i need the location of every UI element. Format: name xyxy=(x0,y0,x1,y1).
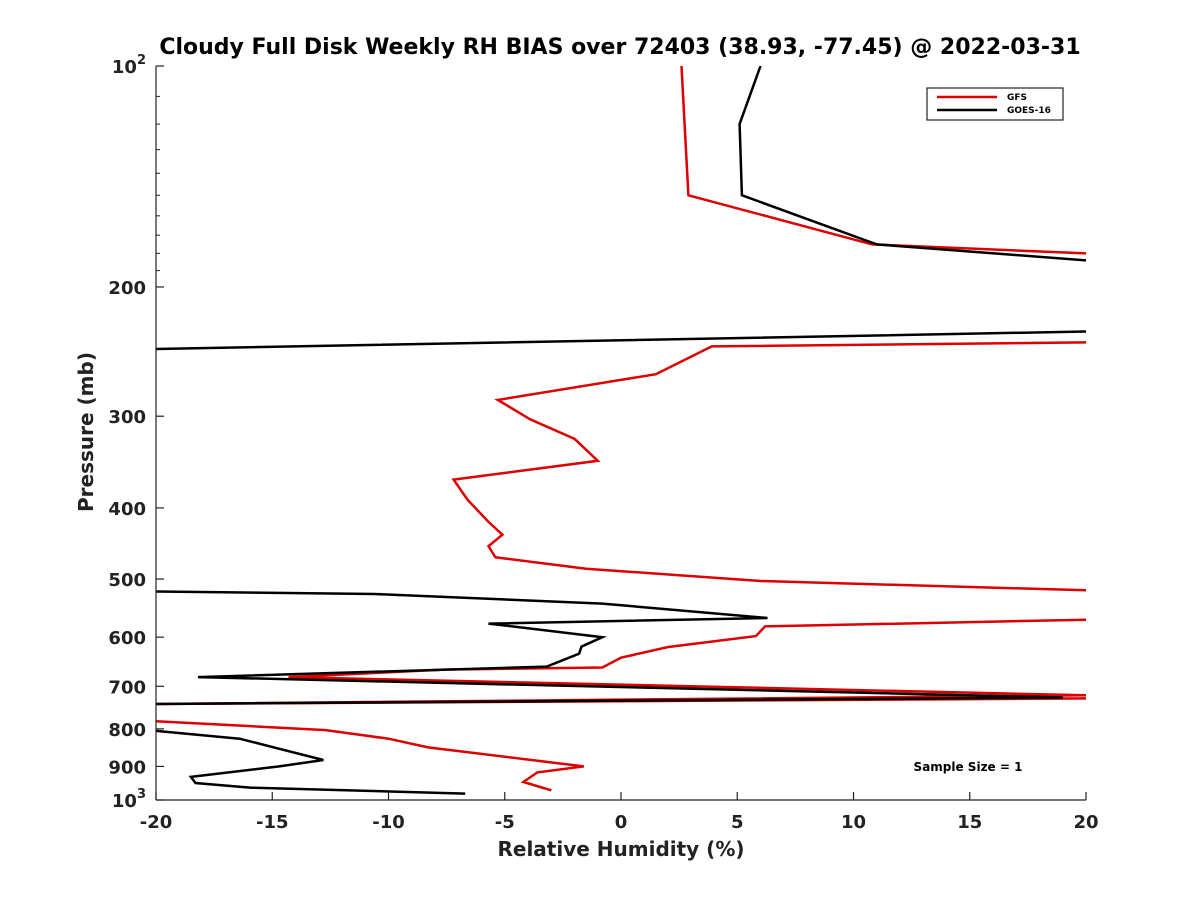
legend: GFS GOES-16 xyxy=(926,87,1064,121)
legend-label: GFS xyxy=(1007,93,1027,103)
y-tick-label: 800 xyxy=(108,720,146,741)
x-tick-label: -15 xyxy=(256,812,289,833)
legend-box xyxy=(926,87,1064,121)
y-tick-label: 200 xyxy=(108,278,146,299)
x-tick-label: 20 xyxy=(1073,812,1098,833)
x-tick-label: -5 xyxy=(495,812,515,833)
y-tick-label: 700 xyxy=(108,677,146,698)
sample-size-annotation: Sample Size = 1 xyxy=(914,760,1023,774)
y-tick-label: 600 xyxy=(108,628,146,649)
x-tick-label: 10 xyxy=(841,812,866,833)
series-line-goes-16 xyxy=(156,66,1086,795)
x-tick-label: -10 xyxy=(372,812,405,833)
axes-layer: -20 -15 -10 -5 0 5 10 15 20 102 200 300 400 500 600 700… xyxy=(108,53,1098,833)
y-tick-label: 400 xyxy=(108,499,146,520)
x-axis-label: Relative Humidity (%) xyxy=(497,837,744,861)
y-tick-label: 900 xyxy=(108,757,146,778)
legend-label: GOES-16 xyxy=(1007,106,1051,116)
y-tick-label: 300 xyxy=(108,407,146,428)
series-line-gfs xyxy=(156,66,1086,792)
x-tick-label: 0 xyxy=(615,812,628,833)
y-tick-label: 500 xyxy=(108,570,146,591)
y-tick-label: 103 xyxy=(112,787,146,812)
x-tick-label: 5 xyxy=(731,812,744,833)
chart-title: Cloudy Full Disk Weekly RH BIAS over 724… xyxy=(159,35,1080,60)
series-layer xyxy=(156,66,1086,795)
y-tick-label: 102 xyxy=(112,53,146,78)
x-tick-label: -20 xyxy=(140,812,173,833)
y-axis-label: Pressure (mb) xyxy=(74,352,98,512)
x-tick-label: 15 xyxy=(957,812,982,833)
